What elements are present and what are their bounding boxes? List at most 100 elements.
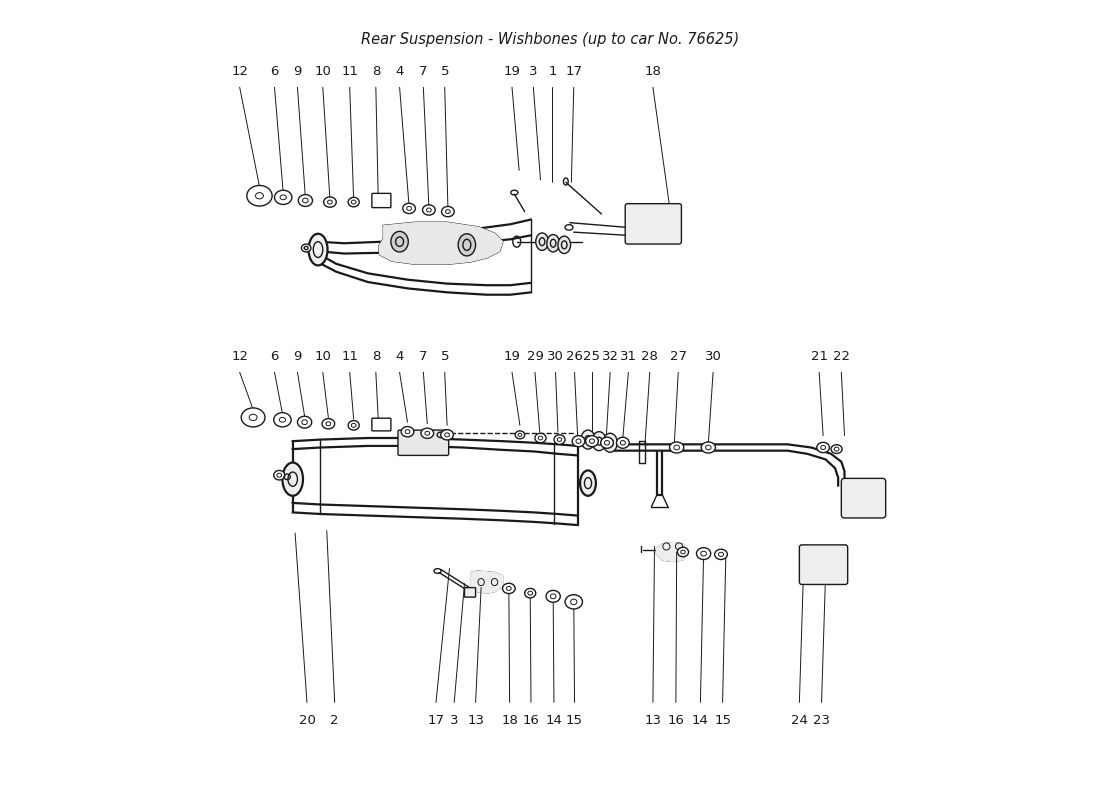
Ellipse shape [585,436,598,446]
Text: 32: 32 [602,350,618,362]
Text: 14: 14 [692,714,708,726]
Text: 4: 4 [395,350,404,362]
Text: 25: 25 [583,350,601,362]
Text: 1: 1 [548,65,557,78]
Ellipse shape [348,421,360,430]
Ellipse shape [581,430,595,449]
Ellipse shape [701,442,715,453]
Text: 15: 15 [714,714,732,726]
Ellipse shape [817,442,829,453]
Text: 9: 9 [294,65,301,78]
Ellipse shape [558,236,571,254]
Ellipse shape [546,590,560,602]
Text: 6: 6 [271,65,278,78]
Text: 18: 18 [502,714,518,726]
Ellipse shape [421,428,433,438]
Ellipse shape [322,418,334,429]
Ellipse shape [592,432,606,450]
Ellipse shape [348,198,360,207]
Ellipse shape [241,408,265,427]
Ellipse shape [503,583,515,594]
Text: 22: 22 [833,350,850,362]
FancyBboxPatch shape [800,545,848,585]
Polygon shape [379,222,503,264]
Ellipse shape [554,435,565,444]
Ellipse shape [601,438,614,448]
Text: 12: 12 [231,350,249,362]
Text: 11: 11 [341,65,359,78]
Text: 18: 18 [645,65,661,78]
Text: 10: 10 [315,65,331,78]
FancyBboxPatch shape [372,418,390,431]
Ellipse shape [274,470,285,480]
Ellipse shape [390,231,408,252]
Text: 14: 14 [546,714,562,726]
Text: 3: 3 [450,714,459,726]
Text: 5: 5 [440,65,449,78]
Text: 24: 24 [791,714,807,726]
Ellipse shape [301,244,311,252]
Text: 17: 17 [565,65,582,78]
Text: 9: 9 [294,350,301,362]
Ellipse shape [459,234,475,256]
Ellipse shape [572,436,585,446]
Text: 12: 12 [231,65,249,78]
Ellipse shape [274,413,292,427]
Text: 26: 26 [566,350,583,362]
Ellipse shape [308,234,328,266]
Text: 21: 21 [811,350,827,362]
Text: 8: 8 [372,350,379,362]
Text: 4: 4 [395,65,404,78]
Ellipse shape [525,589,536,598]
FancyBboxPatch shape [625,204,681,244]
Ellipse shape [715,550,727,559]
Ellipse shape [403,203,416,214]
Ellipse shape [678,547,689,557]
Text: 19: 19 [504,350,520,362]
Ellipse shape [830,445,843,454]
Text: 16: 16 [668,714,684,726]
Text: 13: 13 [645,714,661,726]
Text: 16: 16 [522,714,539,726]
Ellipse shape [547,234,560,252]
FancyBboxPatch shape [398,430,449,455]
Ellipse shape [670,442,684,453]
Ellipse shape [402,426,414,437]
Ellipse shape [297,416,311,428]
Text: Rear Suspension - Wishbones (up to car No. 76625): Rear Suspension - Wishbones (up to car N… [361,32,739,47]
Ellipse shape [246,186,272,206]
Text: 13: 13 [468,714,484,726]
Text: 3: 3 [529,65,538,78]
Ellipse shape [696,548,711,559]
Text: 29: 29 [527,350,543,362]
Ellipse shape [580,470,596,496]
Polygon shape [654,542,686,562]
Ellipse shape [515,431,525,438]
Text: 15: 15 [566,714,583,726]
Text: 2: 2 [330,714,339,726]
Ellipse shape [283,462,302,496]
Text: 5: 5 [440,350,449,362]
Ellipse shape [535,434,546,442]
Text: 28: 28 [641,350,658,362]
Text: 20: 20 [298,714,316,726]
Text: 7: 7 [419,350,428,362]
Text: 19: 19 [504,65,520,78]
Text: 30: 30 [705,350,722,362]
Ellipse shape [565,594,583,609]
Text: 30: 30 [547,350,564,362]
FancyBboxPatch shape [842,478,886,518]
Ellipse shape [275,190,292,205]
Ellipse shape [603,434,617,452]
Ellipse shape [323,197,337,207]
Ellipse shape [422,205,436,215]
Ellipse shape [536,233,549,250]
Text: 27: 27 [670,350,686,362]
Text: 6: 6 [271,350,278,362]
Ellipse shape [298,194,312,206]
Ellipse shape [441,206,454,217]
FancyBboxPatch shape [464,588,475,597]
FancyBboxPatch shape [372,194,390,208]
Text: 17: 17 [428,714,444,726]
Ellipse shape [616,438,629,448]
